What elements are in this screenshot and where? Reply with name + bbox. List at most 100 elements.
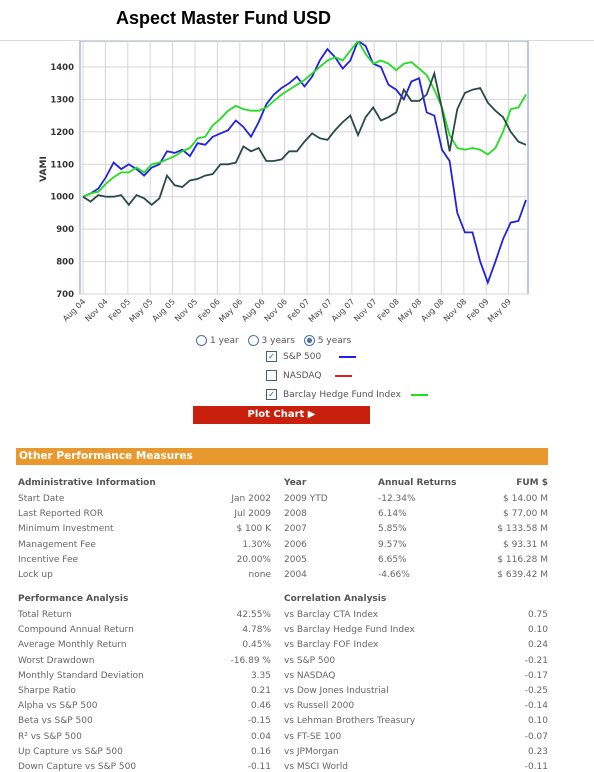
admin-value: none <box>248 570 271 580</box>
y-tick-label: 1200 <box>50 128 74 138</box>
admin-value: 1.30% <box>242 539 271 550</box>
fum-cell: $ 14.00 M <box>503 494 548 504</box>
correlation-value: -0.11 <box>524 762 548 772</box>
x-tick-label: May 05 <box>128 297 155 324</box>
range-3-years-label: 3 years <box>261 335 295 346</box>
range-5-years-label: 5 years <box>317 335 352 346</box>
correlation-value: 0.10 <box>527 716 548 727</box>
radio-5-years[interactable] <box>303 335 315 346</box>
analysis-value: 0.16 <box>250 746 271 757</box>
correlation-label: vs FT-SE 100 <box>284 731 342 742</box>
radio-3-years[interactable] <box>247 335 259 346</box>
correlation-label: vs Dow Jones Industrial <box>284 686 389 696</box>
annual-return-cell: -12.34% <box>378 494 416 504</box>
x-tick-label: Nov 07 <box>352 297 378 323</box>
series-line-0 <box>82 41 527 286</box>
analysis-label: Beta vs S&P 500 <box>18 716 93 727</box>
legend-barclay-label: Barclay Hedge Fund Index <box>283 390 401 400</box>
annual-returns-header: Annual Returns <box>378 478 457 488</box>
annual-return-cell: 6.65% <box>378 554 407 565</box>
range-1-year-label: 1 year <box>210 335 239 346</box>
x-tick-label: May 09 <box>486 297 513 324</box>
correlation-value: -0.07 <box>524 731 548 742</box>
admin-label: Last Reported ROR <box>18 509 104 520</box>
admin-label: Start Date <box>18 494 65 504</box>
analysis-value: 42.55% <box>236 610 271 620</box>
nasdaq-checkbox[interactable] <box>266 370 277 381</box>
analysis-value: 0.46 <box>250 701 271 712</box>
analysis-label: Monthly Standard Deviation <box>18 670 144 681</box>
correlation-value: 0.75 <box>527 610 548 620</box>
analysis-label: Worst Drawdown <box>18 655 95 666</box>
analysis-label: R² vs S&P 500 <box>18 731 82 742</box>
x-tick-label: May 06 <box>217 297 244 324</box>
barclay-checkbox[interactable]: ✓ <box>266 389 277 400</box>
correlation-label: vs JPMorgan <box>284 746 339 757</box>
correlation-value: 0.10 <box>527 625 548 636</box>
correlation-label: vs Lehman Brothers Treasury <box>284 716 416 727</box>
analysis-label: Total Return <box>18 610 72 620</box>
year-cell: 2007 <box>284 524 307 535</box>
analysis-value: 0.04 <box>250 731 271 742</box>
legend-sp500: ✓ S&P 500 <box>266 351 357 362</box>
correlation-label: vs Barclay FOF Index <box>284 640 379 651</box>
analysis-label: Compound Annual Return <box>18 625 134 636</box>
annual-return-cell: 6.14% <box>378 509 407 520</box>
correlation-label: vs Russell 2000 <box>284 701 355 712</box>
correlation-label: vs NASDAQ <box>284 670 336 681</box>
legend-sp500-swatch <box>339 355 357 358</box>
admin-label: Lock up <box>18 570 53 580</box>
annual-return-cell: 5.85% <box>378 524 407 535</box>
year-cell: 2008 <box>284 509 307 520</box>
fum-cell: $ 93.31 M <box>503 539 548 550</box>
radio-1-year[interactable] <box>196 335 207 346</box>
legend-nasdaq-label: NASDAQ <box>283 371 322 381</box>
fum-cell: $ 116.28 M <box>497 554 548 565</box>
y-tick-label: 1000 <box>50 193 74 203</box>
annual-return-cell: -4.66% <box>378 570 410 580</box>
admin-label: Minimum Investment <box>18 524 114 535</box>
y-tick-label: 1100 <box>50 160 74 170</box>
fum-cell: $ 77.00 M <box>503 509 548 520</box>
fum-cell: $ 639.42 M <box>497 570 548 580</box>
year-cell: 2006 <box>284 539 307 550</box>
y-tick-label: 1300 <box>50 95 74 105</box>
x-tick-label: Nov 08 <box>442 297 468 323</box>
x-tick-label: Aug 06 <box>240 297 266 323</box>
plot-chart-button[interactable]: Plot Chart ▶ <box>193 406 370 424</box>
fum-header: FUM $ <box>516 478 548 488</box>
legend-nasdaq-swatch <box>335 374 353 377</box>
performance-analysis-header: Performance Analysis <box>18 594 129 604</box>
admin-value: Jul 2009 <box>234 509 271 520</box>
plot-area <box>79 41 529 295</box>
fum-cell: $ 133.58 M <box>497 524 548 535</box>
correlation-value: -0.14 <box>524 701 548 712</box>
analysis-label: Up Capture vs S&P 500 <box>18 746 123 757</box>
x-tick-label: Nov 04 <box>83 297 109 323</box>
correlation-label: vs MSCI World <box>284 762 348 772</box>
y-axis-label: VAMI <box>39 156 49 182</box>
y-tick-label: 900 <box>56 225 74 235</box>
analysis-value: -0.15 <box>247 716 271 727</box>
range-options: 1 year 3 years 5 years <box>196 335 357 346</box>
correlation-value: -0.25 <box>524 686 548 696</box>
analysis-value: 4.78% <box>242 625 271 636</box>
analysis-label: Down Capture vs S&P 500 <box>18 762 137 772</box>
sp500-checkbox[interactable]: ✓ <box>266 351 277 362</box>
correlation-label: vs Barclay Hedge Fund Index <box>284 625 415 636</box>
correlation-value: 0.24 <box>527 640 548 651</box>
year-cell: 2005 <box>284 554 307 565</box>
year-cell: 2009 YTD <box>284 494 328 504</box>
analysis-label: Alpha vs S&P 500 <box>18 701 98 712</box>
admin-header: Administrative Information <box>18 478 156 488</box>
x-tick-label: Aug 08 <box>419 297 445 323</box>
x-tick-label: Aug 04 <box>61 297 87 323</box>
admin-label: Management Fee <box>18 539 96 550</box>
legend-sp500-label: S&P 500 <box>283 352 322 362</box>
year-cell: 2004 <box>284 570 307 580</box>
analysis-value: 0.45% <box>242 640 271 651</box>
year-header: Year <box>284 478 307 488</box>
correlation-analysis-header: Correlation Analysis <box>284 594 387 604</box>
x-tick-label: Aug 05 <box>151 297 177 323</box>
